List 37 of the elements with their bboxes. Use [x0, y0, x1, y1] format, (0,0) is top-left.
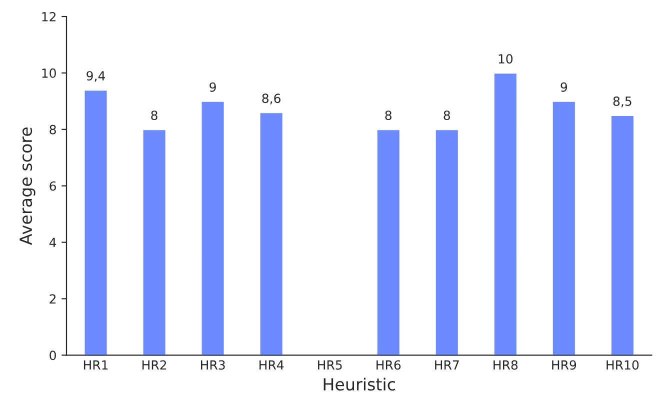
x-tick-label: HR6: [376, 360, 401, 370]
y-tick-label: 0: [50, 350, 56, 360]
bar: [376, 128, 401, 356]
x-tick-label: HR2: [142, 360, 166, 370]
y-tick-label: 6: [50, 181, 56, 191]
data-label: 8: [385, 110, 392, 120]
bar: [434, 128, 460, 356]
bar: [258, 112, 284, 356]
y-tick-label: 2: [50, 294, 56, 304]
bar: [493, 72, 518, 356]
bar: [552, 100, 576, 356]
data-label: 9: [210, 82, 216, 92]
data-label: 8,6: [262, 94, 280, 104]
y-tick-label: 8: [50, 124, 56, 134]
x-tick-label: HR3: [201, 360, 225, 370]
x-tick-label: HR8: [494, 360, 518, 370]
x-tick-label: HR7: [435, 360, 459, 370]
x-tick-label: HR4: [260, 360, 284, 370]
x-tick-label: HR5: [318, 360, 342, 370]
x-tick-label: HR9: [552, 360, 576, 370]
bar: [83, 89, 108, 356]
data-label: 10: [498, 54, 513, 64]
data-label: 9: [560, 82, 568, 92]
bar: [142, 128, 167, 356]
data-label: 8: [444, 110, 450, 120]
bar: [610, 114, 635, 356]
y-tick-label: 10: [42, 68, 56, 78]
y-axis-title: Average score: [20, 127, 36, 245]
x-tick-label: HR1: [84, 360, 108, 370]
data-label: 9,4: [86, 71, 105, 82]
y-tick-label: 4: [49, 238, 56, 248]
bar: [200, 100, 226, 356]
data-label: 8: [151, 110, 158, 120]
x-axis-title: Heuristic: [324, 378, 395, 391]
data-label: 8,5: [613, 96, 632, 108]
y-tick-label: 12: [42, 12, 56, 22]
x-tick-label: HR10: [606, 360, 639, 370]
